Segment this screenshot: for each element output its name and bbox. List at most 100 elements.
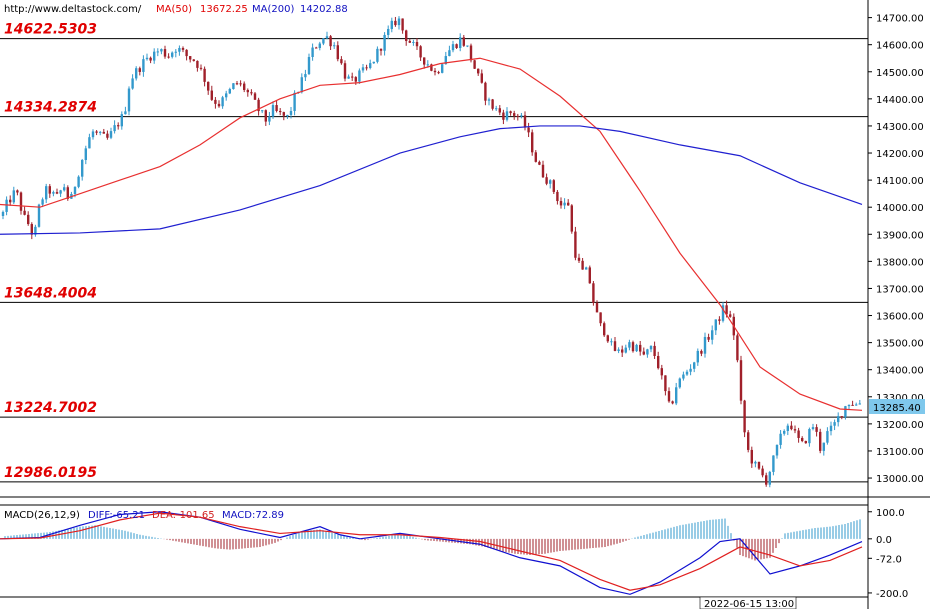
candles xyxy=(1,16,861,488)
candle-body-52 xyxy=(189,56,192,60)
candle-body-197 xyxy=(711,330,714,340)
candle-body-122 xyxy=(441,64,444,73)
macd-tick-label-3: -200.0 xyxy=(876,589,908,600)
ma200-value: 14202.88 xyxy=(300,4,348,15)
candle-body-69 xyxy=(250,92,253,94)
candle-body-219 xyxy=(790,425,793,430)
candle-body-18 xyxy=(66,187,69,199)
candle-body-116 xyxy=(419,46,422,58)
candle-body-14 xyxy=(52,192,55,194)
candle-body-0 xyxy=(1,211,5,216)
price-tick-label-9: 13800.00 xyxy=(876,257,924,268)
candle-body-191 xyxy=(689,368,692,372)
candle-body-164 xyxy=(592,283,595,303)
candle-body-79 xyxy=(286,114,289,116)
candle-body-47 xyxy=(171,52,174,57)
candle-body-227 xyxy=(819,431,822,451)
macd-tick-label-0: 100.0 xyxy=(876,508,905,519)
candle-body-102 xyxy=(369,63,372,68)
time-tag: 2022-06-15 13:00 xyxy=(704,599,794,609)
macd-diff-value: DIFF:-65.21 xyxy=(88,510,145,521)
price-tick-label-13: 13400.00 xyxy=(876,366,924,377)
candle-body-186 xyxy=(671,401,674,404)
candle-body-16 xyxy=(59,190,62,194)
candle-body-208 xyxy=(750,449,753,464)
candle-body-15 xyxy=(55,192,59,194)
macd-panel: 100.0 0.0 -72.0 -200.0 xyxy=(0,508,908,600)
candle-body-114 xyxy=(412,41,415,43)
candle-body-155 xyxy=(559,201,563,206)
candle-body-183 xyxy=(660,368,663,376)
candle-body-150 xyxy=(541,164,545,178)
candle-body-229 xyxy=(826,431,829,443)
candle-body-187 xyxy=(675,387,678,404)
candle-body-57 xyxy=(207,81,210,91)
candle-body-211 xyxy=(761,468,764,476)
candle-body-165 xyxy=(595,302,599,313)
candle-body-85 xyxy=(307,56,311,75)
candle-body-105 xyxy=(379,48,383,51)
candle-body-134 xyxy=(484,82,487,101)
candle-body-30 xyxy=(109,131,113,138)
candle-body-230 xyxy=(829,425,833,432)
macd-value: MACD:72.89 xyxy=(222,510,284,521)
candle-body-175 xyxy=(631,342,635,352)
candle-body-232 xyxy=(837,416,840,423)
candle-body-67 xyxy=(243,83,246,90)
candle-body-123 xyxy=(444,56,447,65)
candle-body-75 xyxy=(271,105,275,117)
candle-body-131 xyxy=(473,60,476,69)
candle-body-1 xyxy=(5,199,8,212)
candle-body-199 xyxy=(718,319,721,321)
candle-body-28 xyxy=(102,131,105,134)
candle-body-217 xyxy=(783,430,786,434)
candle-body-11 xyxy=(41,199,44,205)
candle-body-174 xyxy=(628,342,631,348)
candle-body-55 xyxy=(199,67,203,69)
candle-body-205 xyxy=(739,360,743,401)
candle-body-152 xyxy=(549,180,552,184)
candle-body-17 xyxy=(63,187,66,191)
candle-body-176 xyxy=(635,344,638,352)
candle-body-196 xyxy=(707,336,710,340)
price-tick-label-3: 14400.00 xyxy=(876,95,924,106)
candle-body-43 xyxy=(156,51,159,53)
candle-body-27 xyxy=(99,131,102,133)
candle-body-90 xyxy=(325,36,329,39)
candle-body-42 xyxy=(153,51,156,61)
candle-body-60 xyxy=(217,103,221,107)
candle-body-189 xyxy=(682,374,685,379)
candle-body-81 xyxy=(293,92,296,111)
candle-body-234 xyxy=(844,406,847,417)
candle-body-222 xyxy=(801,437,804,442)
candle-body-74 xyxy=(268,116,271,122)
level-label-0: 14622.5303 xyxy=(4,22,97,38)
time-tag-bg xyxy=(699,596,797,609)
price-tick-label-12: 13500.00 xyxy=(876,339,924,350)
candle-body-180 xyxy=(649,345,653,350)
candle-body-235 xyxy=(847,404,851,407)
candle-body-215 xyxy=(775,444,779,456)
candle-body-209 xyxy=(754,461,757,464)
candle-body-204 xyxy=(736,335,739,361)
candle-body-159 xyxy=(574,231,577,258)
candle-body-40 xyxy=(145,57,149,60)
macd-tick-label-2: -72.0 xyxy=(876,554,902,565)
candle-body-181 xyxy=(653,345,656,356)
candle-body-35 xyxy=(127,88,131,112)
candle-body-127 xyxy=(459,37,462,48)
candle-body-139 xyxy=(502,112,505,120)
candle-body-59 xyxy=(214,99,217,104)
price-tick-label-15: 13200.00 xyxy=(876,420,924,431)
candle-body-94 xyxy=(340,59,343,64)
candle-body-86 xyxy=(311,47,314,57)
candle-body-34 xyxy=(124,111,127,115)
candle-body-221 xyxy=(797,430,800,438)
candle-body-68 xyxy=(246,89,249,93)
candle-body-109 xyxy=(394,20,397,26)
candle-body-201 xyxy=(725,305,728,315)
candle-body-22 xyxy=(81,160,84,177)
candle-body-25 xyxy=(91,131,95,138)
candle-body-93 xyxy=(336,45,339,60)
candle-body-153 xyxy=(552,180,555,192)
